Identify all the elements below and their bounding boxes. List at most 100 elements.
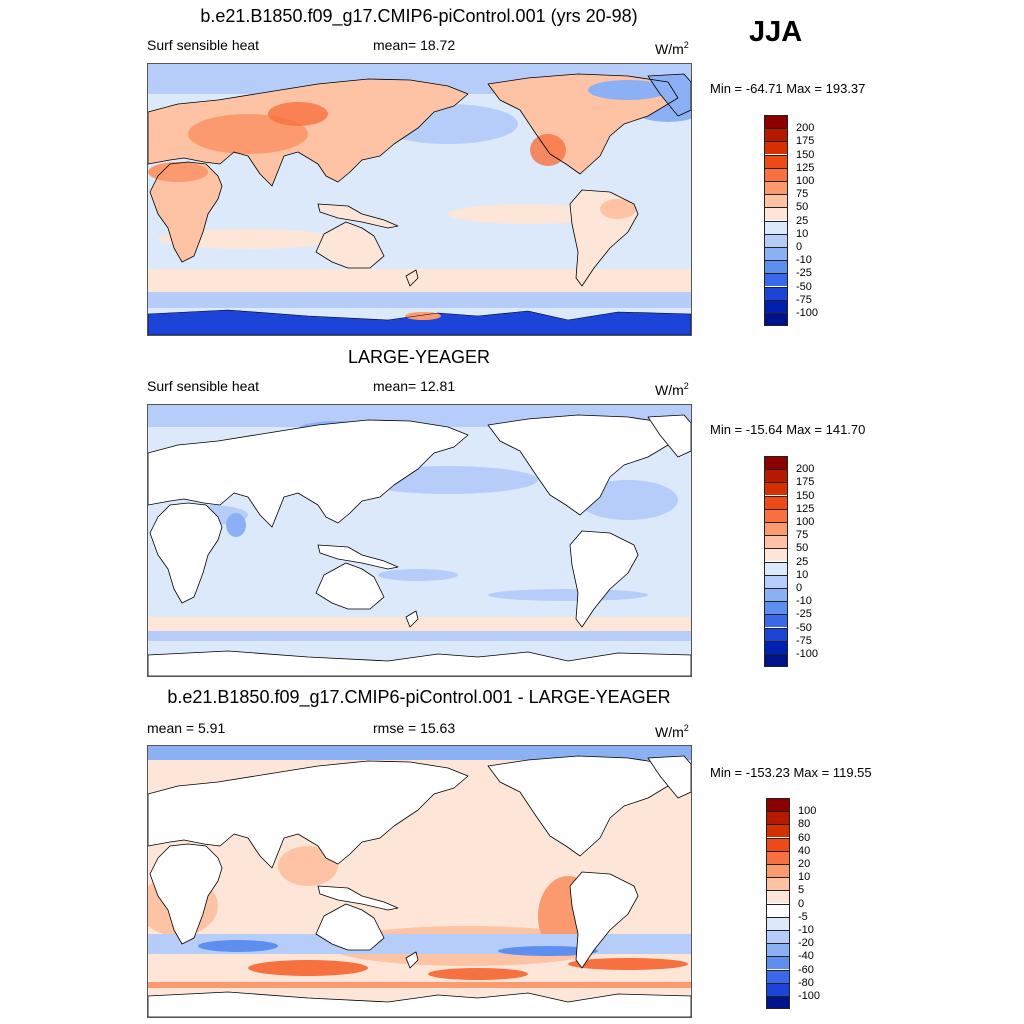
colorbar-label: 175 [796,135,815,148]
colorbar-swatch [764,207,788,221]
colorbar-frame [764,456,788,668]
colorbar-label: -10 [798,924,814,936]
colorbar-label: 5 [798,884,805,897]
panel-2-min-max: Min = -15.64 Max = 141.70 [710,422,866,437]
colorbar-swatch [764,522,788,535]
colorbar-label: 125 [796,502,815,515]
colorbar-swatch [764,247,788,260]
colorbar-swatch [764,115,788,128]
colorbar-swatch [764,495,788,509]
colorbar-label: 10 [798,871,811,884]
colorbar-label: -20 [798,937,814,950]
colorbar-swatch [764,588,788,601]
colorbar-swatch [764,194,788,208]
colorbar-label: 25 [796,555,809,568]
colorbar-swatch [766,864,790,877]
colorbar-label: 100 [796,516,815,528]
panel-1-units: W/m2 [655,40,689,57]
colorbar-swatch [764,654,788,667]
colorbar-swatch [766,996,790,1009]
colorbar-swatch [764,601,788,615]
panel-3-mean-label: mean = 5.91 [147,720,226,736]
colorbar-label: 150 [796,489,815,502]
colorbar-swatch [766,916,790,930]
colorbar-swatch [764,561,788,575]
panel-2-map [147,404,692,677]
panel-3-title: b.e21.B1850.f09_g17.CMIP6-piControl.001 … [167,687,671,707]
panel-1-mean-label: mean= 18.72 [373,37,456,53]
colorbar-label: 50 [796,542,809,555]
colorbar-label: 0 [796,582,803,594]
colorbar-label: 50 [796,201,809,214]
colorbar-swatch [764,548,788,562]
colorbar-swatch [764,220,788,234]
colorbar-swatch [764,614,788,628]
colorbar-label: -75 [796,634,812,647]
colorbar-swatch [764,574,788,588]
colorbar-frame [766,798,790,1010]
colorbar-swatch [766,890,790,904]
colorbar-frame [764,115,788,327]
panel-2-units: W/m2 [655,381,689,398]
colorbar-label: 20 [798,858,811,870]
colorbar-label: -10 [796,254,812,267]
colorbar-label: 75 [796,188,809,201]
panel-3-units: W/m2 [655,723,689,740]
colorbar-swatch [766,903,790,917]
colorbar-swatch [764,640,788,654]
colorbar-label: -100 [798,990,821,1002]
colorbar-label: -10 [796,595,812,608]
colorbar-swatch [764,469,788,483]
colorbar-swatch [766,982,790,996]
colorbar-label: 60 [798,831,811,844]
season-label: JJA [749,16,803,48]
colorbar-label: -100 [796,648,819,660]
colorbar-label: -60 [798,963,814,976]
colorbar-label: 125 [796,161,815,174]
colorbar-swatch [764,141,788,155]
panel-2-variable-label: Surf sensible heat [147,378,260,394]
panel-2-title: LARGE-YEAGER [347,347,491,367]
colorbar-label: -25 [796,608,812,621]
colorbar-swatch [766,943,790,957]
colorbar-label: 0 [798,897,805,910]
colorbar-label: -50 [796,621,812,634]
colorbar-label: 200 [796,463,815,476]
colorbar-swatch [764,128,788,142]
colorbar-label: -40 [798,950,814,963]
colorbar-label: -100 [796,307,819,319]
colorbar-swatch [764,508,788,522]
colorbar-swatch [766,811,790,825]
colorbar-swatch [764,154,788,168]
panel-3-min-max: Min = -153.23 Max = 119.55 [710,765,872,780]
colorbar-swatch [764,456,788,469]
colorbar-label: 80 [798,818,811,831]
colorbar-label: 175 [796,476,815,489]
colorbar-label: -75 [796,293,812,306]
colorbar-swatch [764,299,788,313]
colorbar-swatch [764,167,788,181]
colorbar-label: -25 [796,267,812,280]
colorbar-swatch [764,535,788,549]
panel-3-rmse-label: rmse = 15.63 [373,720,456,736]
colorbar-label: 10 [796,568,809,581]
colorbar-swatch [764,260,788,274]
panel-1-map [147,63,692,336]
colorbar-swatch [766,930,790,943]
colorbar-swatch [766,798,790,811]
panel-3-map [147,745,692,1018]
colorbar-swatch [766,850,790,864]
colorbar-swatch [764,313,788,326]
colorbar-label: 100 [796,175,815,187]
colorbar-swatch [764,482,788,496]
colorbar-label: 200 [796,122,815,135]
colorbar-swatch [764,286,788,300]
colorbar-label: -80 [798,976,814,989]
colorbar-swatch [764,273,788,287]
colorbar-swatch [766,837,790,851]
colorbar-label: 75 [796,529,809,542]
colorbar-label: 0 [796,241,803,253]
colorbar-label: 10 [796,227,809,240]
colorbar-label: 25 [796,214,809,227]
panel-1-variable-label: Surf sensible heat [147,37,260,53]
